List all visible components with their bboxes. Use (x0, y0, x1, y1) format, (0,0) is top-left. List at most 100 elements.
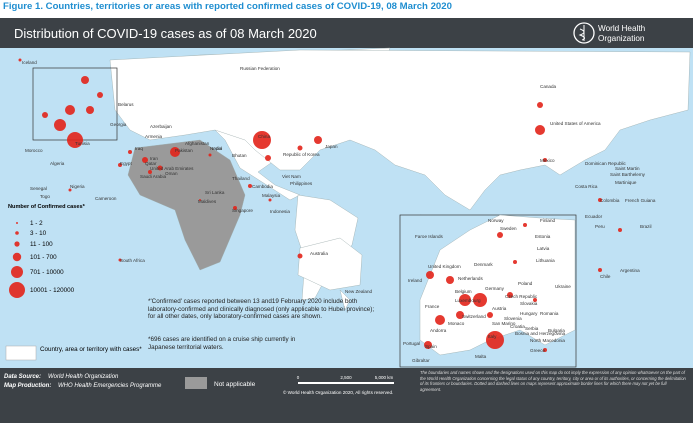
country-label: Saint Barthelemy (610, 172, 646, 177)
header-title: Distribution of COVID-19 cases as of 08 … (14, 26, 317, 41)
inset-label: Slovakia (520, 301, 538, 306)
country-label: New Zealand (345, 289, 373, 294)
country-label: Bhutan (232, 153, 247, 158)
country-label: Chile (600, 274, 611, 279)
case-bubble (253, 131, 271, 149)
case-bubble (233, 206, 237, 210)
inset-label: France (425, 304, 440, 309)
country-label: Algeria (50, 161, 65, 166)
case-bubble (618, 228, 622, 232)
country-label: United Arab Emirates (150, 166, 194, 171)
legend-label: 701 - 10000 (30, 269, 64, 276)
who-logo (573, 22, 595, 44)
legend-bubble (15, 231, 19, 235)
case-bubble (456, 311, 464, 319)
inset-label: Bosnia and Herzegovina (515, 331, 565, 336)
inset-label: Ukraine (555, 284, 571, 289)
source-label: Data Source: (4, 374, 41, 380)
country-label: Saudi Arabia (140, 174, 166, 179)
note: *696 cases are identified on a cruise sh… (148, 336, 296, 351)
case-bubble (435, 315, 445, 325)
country-label: Dominican Republic (585, 161, 627, 166)
case-bubble (487, 312, 493, 318)
inset-label: Romania (540, 311, 559, 316)
case-bubble (535, 125, 545, 135)
inset-label: Estonia (535, 234, 551, 239)
inset-label: Finland (540, 218, 556, 223)
country-label: French Guiana (625, 198, 656, 203)
country-label: Pakistan (175, 148, 193, 153)
inset-label: Italy (488, 334, 497, 339)
inset-label: Germany (485, 286, 505, 291)
case-bubble (598, 268, 602, 272)
case-bubble (170, 147, 180, 157)
na-swatch (185, 377, 207, 389)
country-label: Cambodia (252, 184, 273, 189)
case-bubble (142, 157, 148, 163)
disclaimer: The boundaries and names shown and the d… (420, 370, 686, 392)
country-label: Georgia (110, 122, 127, 127)
country-label: Singapore (232, 208, 253, 213)
inset-label: Czech Republic (505, 294, 538, 299)
country-label: Iraq (135, 146, 143, 151)
case-bubble (265, 155, 271, 161)
case-bubble (473, 293, 487, 307)
country-label: Ecuador (585, 214, 603, 219)
country-label: Afghanistan (185, 141, 210, 146)
country-label: Iran (150, 156, 158, 161)
case-bubble (297, 145, 303, 151)
logo-text: World Health (598, 24, 646, 33)
inset-label: Faroe Islands (415, 234, 444, 239)
case-bubble (543, 158, 547, 162)
case-bubble (81, 76, 89, 84)
country-label: Saint Martin (615, 166, 640, 171)
inset-label: Latvia (537, 246, 550, 251)
production-label: Map Production: (4, 383, 51, 389)
copyright: © World Health Organization 2020, All ri… (283, 389, 393, 395)
country-label: Philippines (290, 181, 313, 186)
case-bubble (268, 198, 272, 202)
country-label: Costa Rica (575, 184, 598, 189)
inset-label: Belgium (455, 289, 472, 294)
header-bar (0, 18, 693, 48)
country-label: India (212, 146, 222, 151)
inset-label: Portugal (403, 341, 420, 346)
inset-label: San Marino (492, 321, 516, 326)
country-label: Mexico (540, 158, 555, 163)
production: WHO Health Emergencies Programme (58, 383, 162, 389)
inset-label: Austria (492, 306, 507, 311)
case-bubble (118, 163, 122, 167)
case-bubble (507, 292, 513, 298)
country-label: United States of America (550, 121, 601, 126)
country-label: South Africa (120, 258, 145, 263)
legend-title: Number of Confirmed cases* (8, 204, 86, 210)
case-bubble (208, 153, 212, 157)
inset-label: North Macedonia (530, 338, 565, 343)
country-label: Republic of Korea (283, 152, 320, 157)
case-bubble (18, 58, 22, 62)
inset-label: Switzerland (462, 314, 486, 319)
scale-bar (298, 382, 394, 384)
legend-label: 11 - 100 (30, 241, 53, 248)
case-bubble (86, 106, 94, 114)
case-bubble (67, 132, 83, 148)
case-bubble (314, 136, 322, 144)
country-label: Japan (325, 144, 338, 149)
case-bubble (148, 170, 152, 174)
legend-label: 1 - 2 (30, 220, 43, 227)
legend-bubble (12, 252, 22, 262)
scale-label: 5,000 km (375, 375, 394, 380)
country-label: Armenia (145, 134, 163, 139)
inset-label: Greece (530, 348, 546, 353)
case-bubble (497, 232, 503, 238)
case-bubble (486, 331, 504, 349)
case-bubble (199, 199, 201, 201)
inset-label: Hungary (520, 311, 538, 316)
area-swatch (5, 345, 37, 361)
bubbles (9, 58, 622, 352)
inset-label: Andorra (430, 328, 447, 333)
legend-label: 3 - 10 (30, 230, 47, 237)
inset-label: Sweden (500, 226, 517, 231)
case-bubble (97, 92, 103, 98)
